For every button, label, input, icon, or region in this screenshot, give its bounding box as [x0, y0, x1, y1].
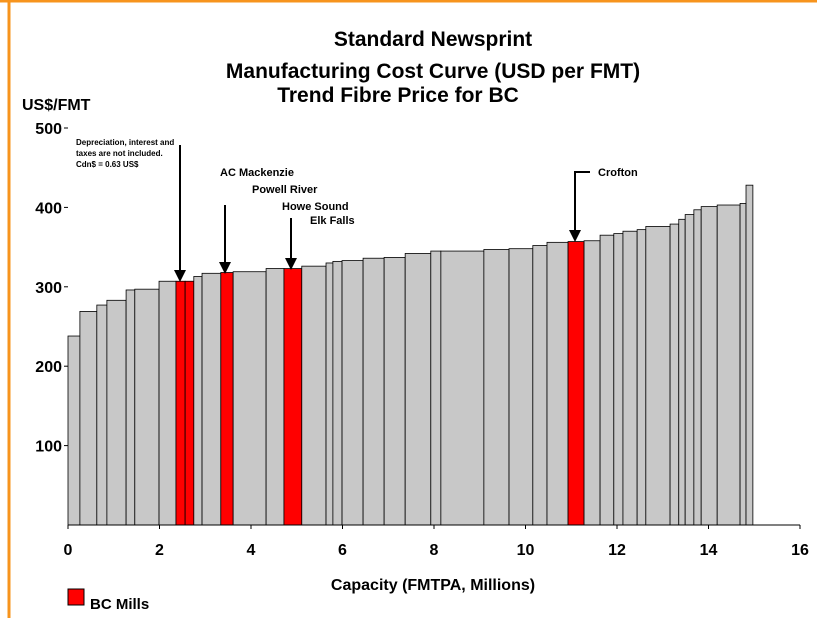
bar [622, 230, 638, 526]
bar [362, 257, 385, 526]
bar [106, 299, 127, 526]
annotation: Crofton [598, 167, 638, 179]
bar [567, 241, 585, 526]
y-tick-label: 500 [35, 121, 62, 138]
note: Depreciation, interest and [76, 138, 174, 147]
bar [125, 289, 136, 526]
annotation: Powell River [252, 184, 318, 196]
bar [483, 249, 510, 526]
x-axis-label: Capacity (FMTPA, Millions) [331, 577, 535, 594]
arrowhead [569, 230, 581, 242]
bar [158, 280, 177, 526]
bar [599, 234, 615, 526]
x-tick-label: 12 [608, 542, 626, 559]
bar [301, 265, 327, 526]
y-axis-label: US$/FMT [22, 97, 91, 114]
bar [613, 233, 624, 526]
bar [404, 253, 432, 526]
annotation: AC Mackenzie [220, 167, 294, 179]
bar [332, 260, 343, 526]
bar [546, 241, 569, 526]
bar [645, 226, 671, 526]
y-tick-label: 100 [35, 439, 62, 456]
bar [716, 204, 741, 526]
y-tick-label: 200 [35, 359, 62, 376]
bar [201, 272, 222, 526]
bar [430, 250, 442, 526]
annotation: Elk Falls [310, 215, 355, 227]
bar [440, 250, 485, 526]
bar [636, 229, 647, 526]
x-tick-label: 6 [338, 542, 347, 559]
bar [669, 223, 680, 526]
chart-subtitle: Trend Fibre Price for BC [277, 84, 519, 107]
bar [693, 209, 702, 526]
arrowhead [219, 262, 231, 274]
bar [265, 268, 285, 526]
bar [193, 276, 203, 526]
bar [79, 311, 98, 526]
bar [184, 280, 195, 526]
legend-swatch [67, 588, 85, 606]
arrows [179, 145, 590, 272]
bar [583, 240, 601, 526]
bar [341, 260, 364, 526]
note: Cdn$ = 0.63 US$ [76, 160, 139, 169]
note: taxes are not included. [76, 149, 163, 158]
bar [220, 272, 234, 526]
bar [739, 203, 747, 526]
arrow [574, 171, 590, 232]
chart-subtitle: Manufacturing Cost Curve (USD per FMT) [226, 60, 640, 83]
x-tick-label: 2 [155, 542, 164, 559]
bar [67, 335, 81, 526]
bar [232, 271, 267, 526]
bar [283, 268, 303, 526]
bar [175, 280, 186, 526]
chart-title: Standard Newsprint [334, 28, 532, 51]
bar [383, 257, 406, 526]
y-tick-label: 400 [35, 200, 62, 217]
x-tick-label: 16 [791, 542, 809, 559]
annotation: Howe Sound [282, 201, 349, 213]
bar [532, 245, 548, 526]
x-tick-label: 14 [700, 542, 718, 559]
x-tick-label: 0 [64, 542, 73, 559]
bar [325, 262, 334, 526]
arrowheads [174, 230, 581, 282]
bar [700, 206, 718, 526]
x-tick-label: 4 [247, 542, 256, 559]
x-tick-label: 8 [430, 542, 439, 559]
bar [96, 304, 108, 526]
bar [134, 288, 160, 526]
x-tick-label: 10 [517, 542, 535, 559]
bar [684, 214, 695, 526]
bar [745, 184, 754, 526]
arrowhead [285, 258, 297, 270]
bar [678, 218, 686, 526]
legend-label: BC Mills [90, 596, 149, 613]
y-tick-label: 300 [35, 280, 62, 297]
arrowhead [174, 270, 186, 282]
bar [508, 248, 534, 526]
